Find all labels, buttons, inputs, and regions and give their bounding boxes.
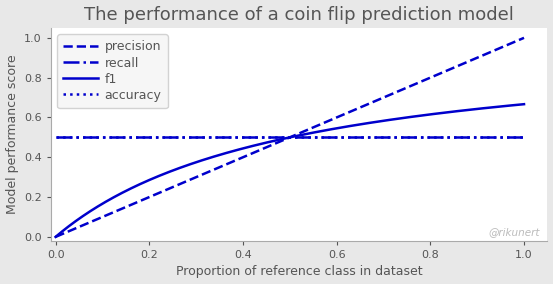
- f1: [418, 114, 424, 117]
- recall: [426, 136, 432, 139]
- f1: [426, 113, 432, 116]
- recall: [418, 136, 424, 139]
- accuracy: [100, 136, 107, 139]
- precision: [100, 215, 107, 218]
- accuracy: [52, 136, 59, 139]
- recall: [259, 136, 265, 139]
- recall: [100, 136, 107, 139]
- recall: [242, 136, 248, 139]
- accuracy: [521, 136, 528, 139]
- Legend: precision, recall, f1, accuracy: precision, recall, f1, accuracy: [57, 34, 168, 108]
- accuracy: [426, 136, 432, 139]
- recall: [521, 136, 528, 139]
- f1: [52, 235, 59, 239]
- Line: precision: precision: [55, 38, 524, 237]
- precision: [259, 147, 265, 151]
- X-axis label: Proportion of reference class in dataset: Proportion of reference class in dataset: [176, 266, 422, 278]
- f1: [374, 120, 380, 124]
- recall: [374, 136, 380, 139]
- f1: [242, 146, 248, 150]
- Title: The performance of a coin flip prediction model: The performance of a coin flip predictio…: [84, 6, 514, 24]
- Y-axis label: Model performance score: Model performance score: [6, 55, 19, 214]
- f1: [259, 142, 265, 145]
- recall: [52, 136, 59, 139]
- f1: [100, 201, 107, 205]
- accuracy: [418, 136, 424, 139]
- precision: [242, 155, 248, 158]
- precision: [52, 235, 59, 239]
- precision: [521, 36, 528, 39]
- Line: f1: f1: [55, 104, 524, 237]
- accuracy: [242, 136, 248, 139]
- Text: @rikunert: @rikunert: [488, 227, 540, 237]
- f1: [521, 103, 528, 106]
- precision: [418, 80, 424, 83]
- precision: [426, 76, 432, 80]
- accuracy: [374, 136, 380, 139]
- accuracy: [259, 136, 265, 139]
- precision: [374, 99, 380, 102]
